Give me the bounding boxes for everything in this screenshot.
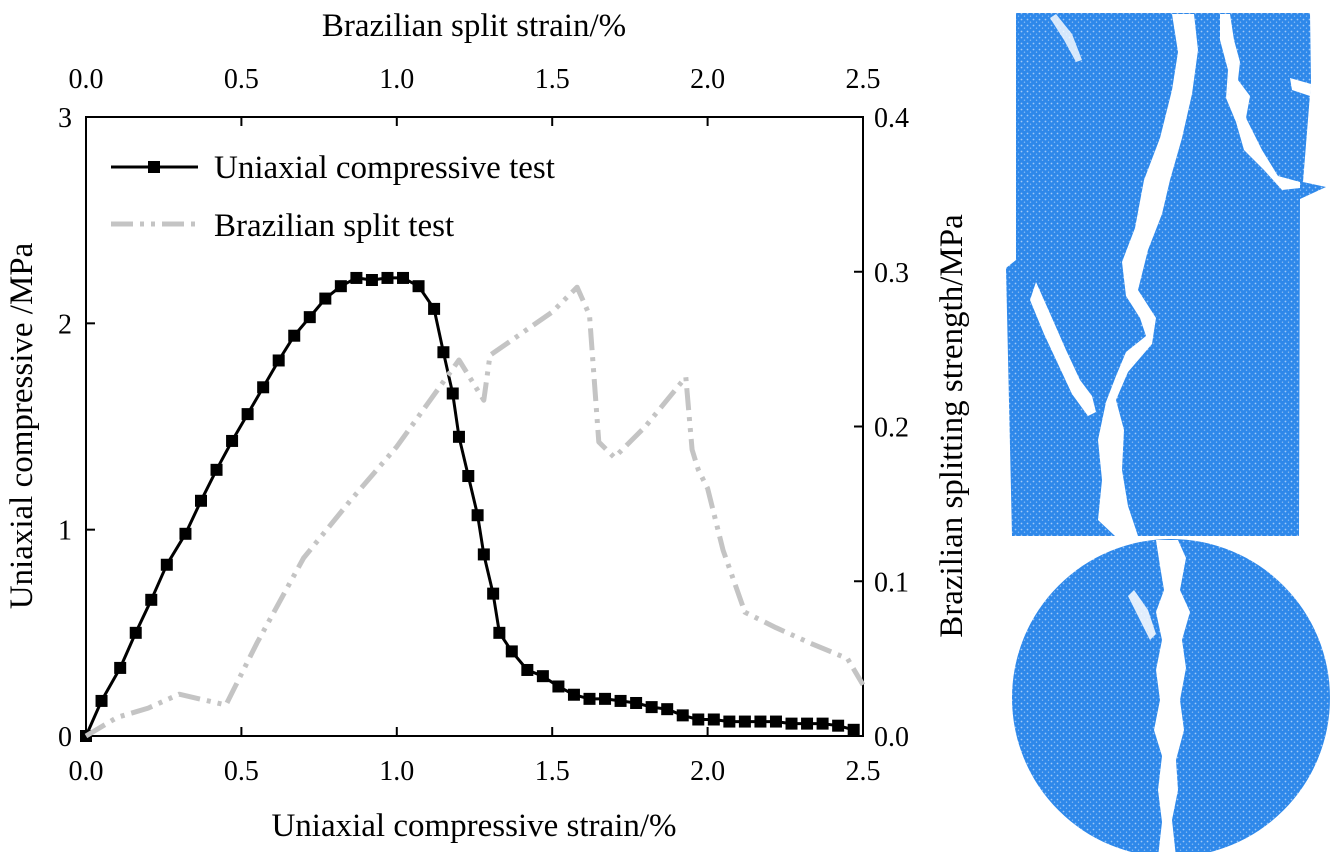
uniaxial-data-point (365, 274, 378, 287)
uniaxial-data-point (630, 696, 643, 709)
uniaxial-data-point (487, 587, 500, 600)
uniaxial-data-point (536, 670, 549, 683)
right-axis-tick-label: 0.3 (874, 258, 909, 289)
uniaxial-data-point (412, 280, 425, 293)
uniaxial-data-point (446, 387, 459, 400)
uniaxial-data-point (428, 302, 441, 315)
right-axis-tick-label: 0.4 (874, 103, 909, 134)
legend: Uniaxial compressive test Brazilian spli… (111, 150, 555, 244)
uniaxial-data-point (397, 271, 410, 284)
uniaxial-data-point (816, 717, 829, 730)
bottom-axis-ticks: 0.0 0.5 1.0 1.5 2.0 2.5 (69, 727, 881, 787)
top-axis-tick-label: 1.0 (379, 64, 414, 95)
bottom-axis-tick-label: 2.5 (846, 756, 881, 787)
top-axis-tick-label: 0.5 (224, 64, 259, 95)
top-axis-title: Brazilian split strain/% (322, 8, 626, 44)
series-layer (80, 271, 866, 742)
uniaxial-data-point (303, 311, 316, 324)
uniaxial-data-point (129, 626, 142, 639)
uniaxial-data-point (471, 509, 484, 522)
uniaxial-data-point (505, 645, 518, 658)
uniaxial-data-point (179, 527, 192, 540)
top-axis-tick-label: 2.0 (690, 64, 725, 95)
right-axis-ticks: 0.0 0.1 0.2 0.3 0.4 (854, 103, 909, 753)
uniaxial-data-point (257, 381, 270, 394)
legend-label-brazilian: Brazilian split test (214, 208, 454, 244)
uniaxial-data-point (452, 430, 465, 443)
uniaxial-data-point (288, 329, 301, 342)
series-line-uniaxial (84, 276, 855, 737)
disc-specimen-fracture (1012, 539, 1330, 852)
uniaxial-data-point (769, 715, 782, 728)
top-axis-tick-label: 2.5 (846, 64, 881, 95)
uniaxial-data-point (723, 715, 736, 728)
uniaxial-data-point (614, 694, 627, 707)
uniaxial-data-point (832, 719, 845, 732)
left-axis-tick-label: 2 (58, 309, 72, 340)
uniaxial-data-point (477, 548, 490, 561)
uniaxial-data-point (334, 280, 347, 293)
uniaxial-data-point (707, 713, 720, 726)
uniaxial-data-point (319, 292, 332, 305)
right-axis-tick-label: 0.2 (874, 413, 909, 444)
cylindrical-specimen-fracture (1006, 13, 1326, 536)
legend-label-uniaxial: Uniaxial compressive test (214, 150, 555, 186)
uniaxial-data-point (437, 346, 450, 359)
uniaxial-data-point (754, 715, 767, 728)
uniaxial-data-point (210, 463, 223, 476)
bottom-axis-tick-label: 0.0 (69, 756, 104, 787)
bottom-axis-tick-label: 0.5 (224, 756, 259, 787)
left-axis-tick-label: 0 (58, 722, 72, 753)
left-axis-ticks: 0 1 2 3 (58, 103, 95, 753)
top-axis-tick-label: 0.0 (69, 64, 104, 95)
uniaxial-data-point (145, 593, 158, 606)
uniaxial-data-point (583, 692, 596, 705)
left-axis-title: Uniaxial compressive /MPa (4, 242, 40, 609)
left-axis-tick-label: 3 (58, 103, 72, 134)
series-line-brazilian (84, 284, 866, 739)
uniaxial-data-point (676, 709, 689, 722)
bottom-axis-tick-label: 2.0 (690, 756, 725, 787)
right-axis-tick-label: 0.1 (874, 567, 909, 598)
uniaxial-data-point (847, 723, 860, 736)
uniaxial-data-point (272, 354, 285, 367)
uniaxial-data-point (114, 661, 127, 674)
top-axis-ticks: 0.0 0.5 1.0 1.5 2.0 2.5 (69, 64, 881, 126)
uniaxial-data-point (241, 408, 254, 421)
uniaxial-data-point (95, 694, 108, 707)
uniaxial-data-point (785, 717, 798, 730)
uniaxial-data-point (552, 680, 565, 693)
left-axis-tick-label: 1 (58, 516, 72, 547)
uniaxial-data-point (462, 470, 475, 483)
uniaxial-data-point (599, 692, 612, 705)
uniaxial-data-point (645, 701, 658, 714)
uniaxial-data-point (801, 717, 814, 730)
uniaxial-data-point (661, 703, 674, 716)
bottom-axis-tick-label: 1.0 (379, 756, 414, 787)
bottom-axis-title: Uniaxial compressive strain/% (271, 808, 676, 844)
uniaxial-data-point (738, 715, 751, 728)
uniaxial-data-point (493, 626, 506, 639)
uniaxial-data-point (194, 494, 207, 507)
bottom-axis-tick-label: 1.5 (535, 756, 570, 787)
uniaxial-data-point (567, 688, 580, 701)
uniaxial-data-point (350, 271, 363, 284)
plot-frame (85, 116, 864, 737)
uniaxial-data-point (521, 663, 534, 676)
uniaxial-data-point (692, 713, 705, 726)
uniaxial-data-point (381, 271, 394, 284)
right-axis-title: Brazilian splitting strength/MPa (934, 214, 970, 638)
uniaxial-data-point (160, 558, 173, 571)
right-axis-tick-label: 0.0 (874, 722, 909, 753)
uniaxial-data-point (226, 434, 239, 447)
top-axis-tick-label: 1.5 (535, 64, 570, 95)
legend-marker-uniaxial (148, 161, 160, 173)
